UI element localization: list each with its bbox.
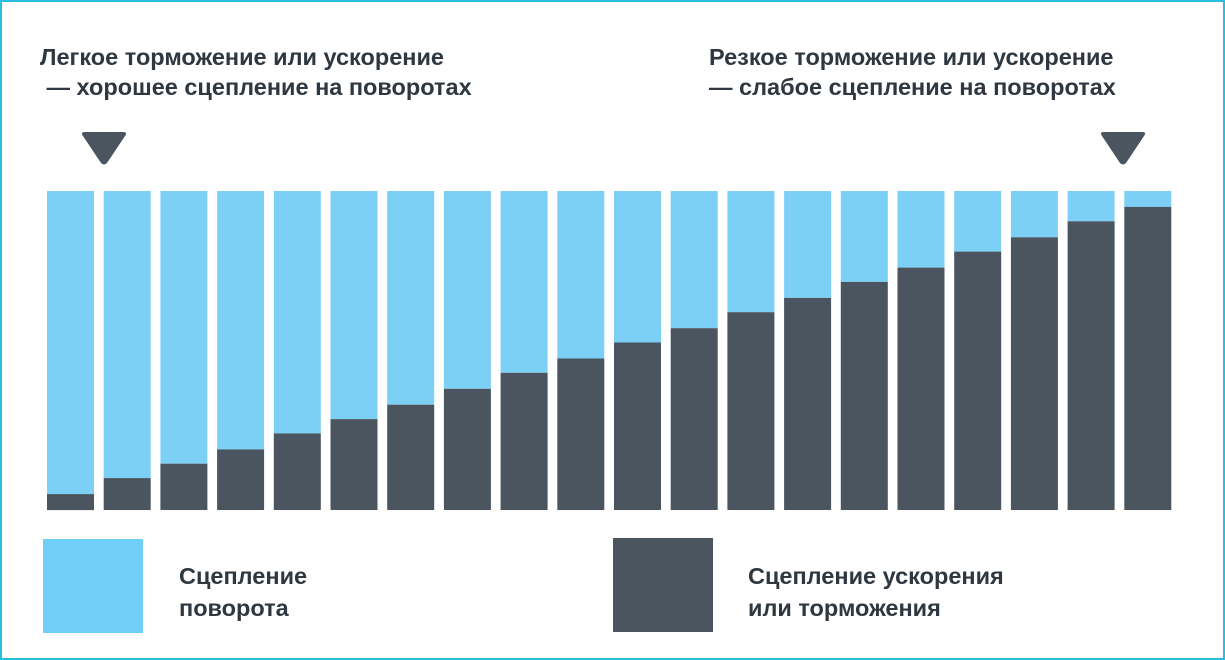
bar-cornering-6 (330, 191, 378, 420)
bar-cornering-16 (897, 191, 945, 268)
bar-braking-5 (273, 433, 321, 510)
bar-braking-20 (1124, 206, 1172, 510)
bar-braking-19 (1067, 221, 1115, 511)
bar-cornering-15 (840, 191, 888, 282)
legend-braking-line2: или торможения (748, 595, 941, 621)
bar-braking-3 (160, 463, 208, 510)
bar-braking-11 (614, 342, 661, 510)
bar-cornering-10 (557, 191, 605, 359)
bar-cornering-19 (1067, 191, 1115, 222)
bar-braking-2 (103, 478, 151, 510)
bar-cornering-12 (670, 191, 718, 329)
bar-braking-18 (1010, 237, 1058, 511)
bar-braking-14 (784, 297, 832, 510)
annotation-right-line2: — слабое сцепление на поворотах (709, 74, 1116, 100)
bar-cornering-1 (47, 191, 94, 495)
bar-braking-17 (954, 251, 1002, 510)
bar-braking-16 (897, 267, 945, 510)
bar-cornering-11 (614, 191, 661, 343)
bar-cornering-4 (217, 191, 265, 450)
bar-braking-10 (557, 358, 605, 510)
bar-braking-6 (330, 419, 378, 510)
legend-cornering-line1: Сцепление (179, 563, 308, 589)
bar-braking-7 (387, 404, 435, 510)
bar-braking-1 (47, 494, 94, 511)
bar-braking-13 (727, 312, 775, 510)
annotation-right-line1: Резкое торможение или ускорение (709, 44, 1114, 70)
bar-cornering-9 (500, 191, 548, 373)
annotation-left-line2: — хорошее сцепление на поворотах (40, 74, 472, 100)
bar-braking-9 (500, 372, 548, 510)
bar-cornering-3 (160, 191, 208, 464)
annotation-hard-braking: Резкое торможение или ускорение — слабое … (709, 42, 1116, 102)
bar-cornering-18 (1010, 191, 1058, 238)
annotation-light-braking: Легкое торможение или ускорение — хороше… (40, 42, 472, 102)
legend-braking-line1: Сцепление ускорения (748, 563, 1004, 589)
bar-cornering-8 (443, 191, 491, 389)
bar-braking-15 (840, 281, 888, 510)
bar-cornering-5 (273, 191, 321, 434)
annotation-left-line1: Легкое торможение или ускорение (40, 44, 444, 70)
bar-cornering-13 (727, 191, 775, 313)
legend-swatch-braking (613, 538, 713, 632)
bar-cornering-7 (387, 191, 435, 405)
bar-cornering-20 (1124, 191, 1172, 207)
bar-braking-8 (443, 388, 491, 510)
legend-swatch-cornering (43, 539, 143, 633)
legend-label-braking: Сцепление ускорения или торможения (748, 560, 1004, 624)
marker-triangle-right-icon (1100, 132, 1146, 165)
bar-braking-12 (670, 328, 718, 510)
bar-cornering-2 (103, 191, 151, 479)
legend-cornering-line2: поворота (179, 595, 289, 621)
legend-label-cornering: Сцепление поворота (179, 560, 307, 624)
bar-cornering-17 (954, 191, 1002, 252)
bar-braking-4 (217, 449, 265, 510)
bar-cornering-14 (784, 191, 832, 298)
marker-triangle-left-icon (81, 132, 127, 165)
